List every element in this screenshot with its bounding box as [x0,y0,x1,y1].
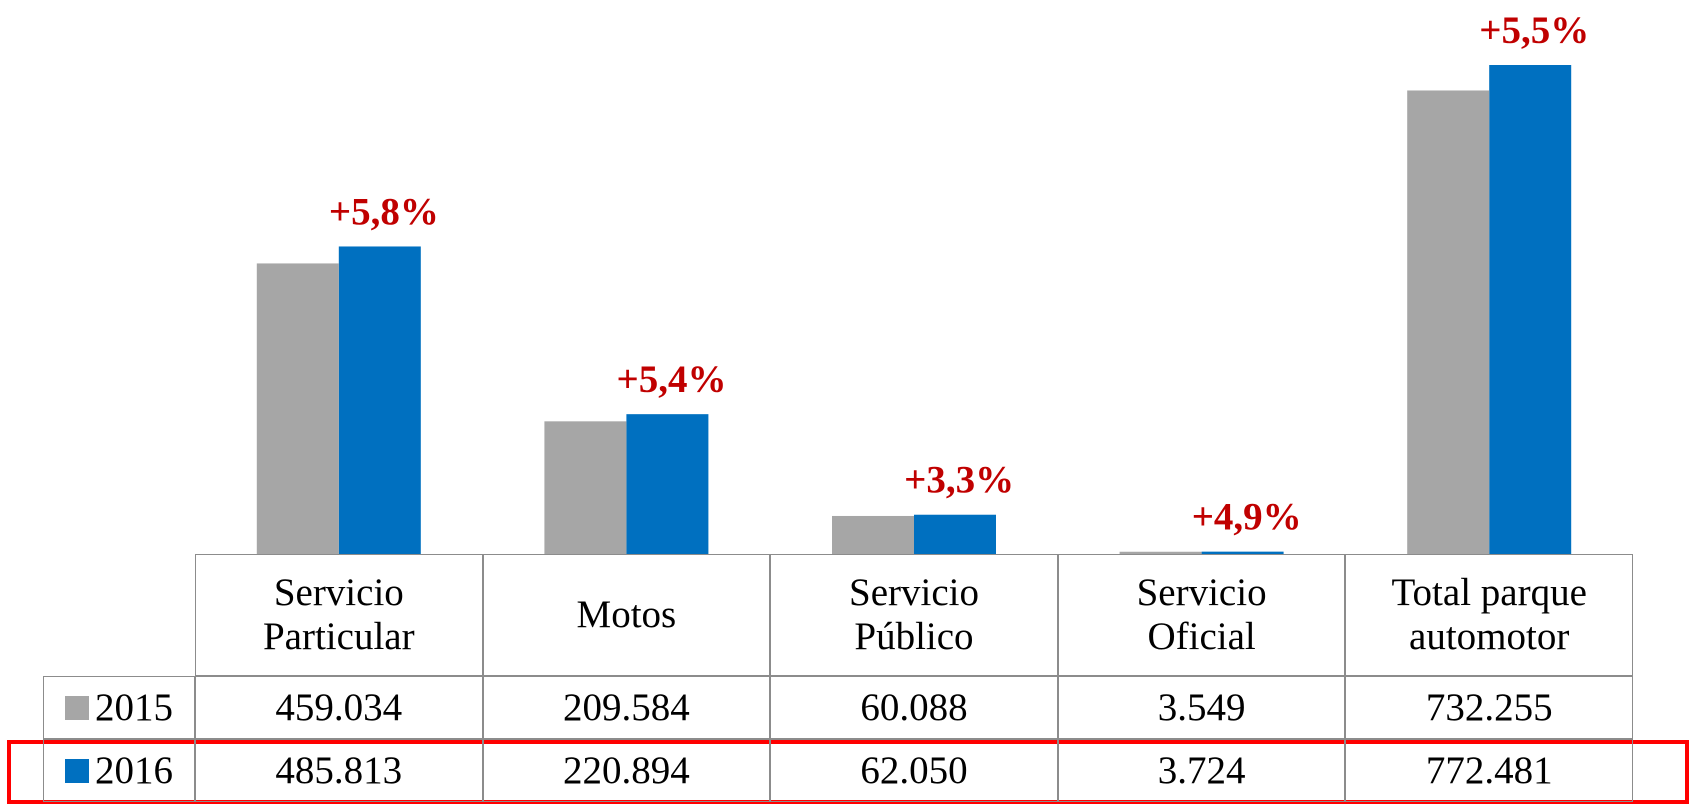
growth-label: +5,4% [617,358,727,401]
legend-label: 2015 [95,685,173,729]
table-value: 485.813 [195,739,483,802]
table-value: 3.724 [1057,739,1346,802]
table-value: 220.894 [482,739,771,802]
table-value: 732.255 [1345,676,1633,739]
growth-label: +5,5% [1479,9,1589,52]
table-value: 772.481 [1345,739,1633,802]
bar [832,515,914,554]
table-value: 209.584 [482,676,771,739]
bar [1407,90,1490,554]
highlight-box [7,740,1689,804]
legend-swatch [65,758,89,783]
growth-label: +5,8% [329,190,439,233]
bar [914,514,996,554]
bar [1201,551,1284,554]
category-header: Servicio Público [770,554,1058,676]
bar [1489,65,1572,554]
growth-label: +3,3% [904,459,1014,502]
category-header: Servicio Oficial [1057,554,1346,676]
bar [544,421,627,554]
category-header: Motos [482,554,771,676]
table-value: 62.050 [770,739,1058,802]
table-value: 459.034 [195,676,483,739]
legend-cell: 2015 [43,676,195,739]
category-header: Servicio Particular [195,554,483,676]
legend-swatch [65,695,89,720]
bar [338,246,421,555]
table-value: 3.549 [1057,676,1346,739]
legend-label: 2016 [95,748,173,792]
legend-cell: 2016 [43,739,195,802]
bar [1119,551,1202,554]
table-value: 60.088 [770,676,1058,739]
bar [626,414,709,554]
bar [256,263,339,554]
growth-label: +4,9% [1192,496,1302,539]
category-header: Total parque automotor [1345,554,1633,676]
